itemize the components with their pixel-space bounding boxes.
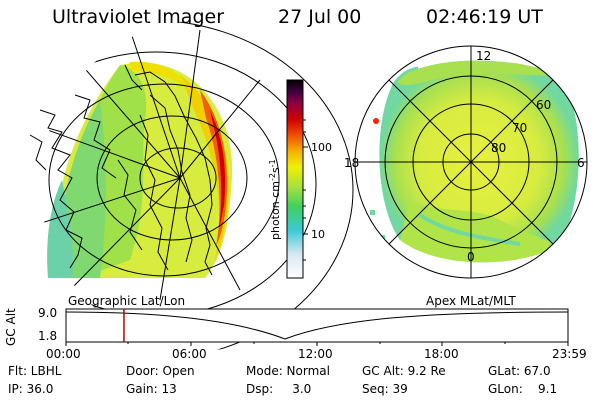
coastlines <box>29 64 213 276</box>
colorbar: 100 10 photon cm-2s-1 <box>268 79 332 279</box>
time-tick-0600: 06:00 <box>172 347 207 361</box>
info-glat: GLat: 67.0 <box>488 364 551 378</box>
timeline-ticks <box>65 342 569 346</box>
colorbar-tick-10: 10 <box>311 228 325 241</box>
time-tick-2359: 23:59 <box>552 347 587 361</box>
time-tick-1800: 18:00 <box>424 347 459 361</box>
geographic-label: Geographic Lat/Lon <box>68 294 186 308</box>
time-tick-0000: 00:00 <box>46 347 81 361</box>
latlon-grid <box>40 20 354 350</box>
instrument-title: Ultraviolet Imager <box>52 6 225 28</box>
info-seq: Seq: 39 <box>362 382 408 396</box>
mlat-mlt-grid <box>354 45 588 279</box>
gc-alt-tick-max: 9.0 <box>38 306 58 320</box>
gc-alt-axis-label: GC Alt <box>4 308 18 346</box>
polar-plot: 12 18 6 0 60 70 80 <box>344 45 588 279</box>
colorbar-tick-100: 100 <box>311 141 332 154</box>
mlt-label-12: 12 <box>476 49 491 63</box>
image-time: 02:46:19 UT <box>426 6 543 28</box>
geographic-map <box>29 20 354 350</box>
info-gc-alt: GC Alt: 9.2 Re <box>362 364 446 378</box>
info-mode: Mode: Normal <box>246 364 330 378</box>
apex-label: Apex MLat/MLT <box>426 294 516 308</box>
mlt-label-0: 0 <box>467 250 475 264</box>
colorbar-unit-label: photon cm-2s-1 <box>268 159 282 240</box>
mlat-label-80: 80 <box>491 141 506 155</box>
mlt-label-6: 6 <box>577 156 585 170</box>
info-gain: Gain: 13 <box>126 382 177 396</box>
polar-labels: 12 18 6 0 60 70 80 <box>344 49 585 264</box>
info-ip: IP: 36.0 <box>8 382 54 396</box>
mlat-label-70: 70 <box>512 121 527 135</box>
mlt-label-18: 18 <box>344 156 359 170</box>
info-door: Door: Open <box>126 364 195 378</box>
gc-alt-tick-min: 1.8 <box>38 329 58 343</box>
info-dsp: Dsp: 3.0 <box>246 382 312 396</box>
altitude-curve <box>65 311 569 340</box>
altitude-timeline <box>65 308 569 346</box>
colorbar-scale <box>286 79 304 279</box>
mlat-label-60: 60 <box>536 98 551 112</box>
time-tick-1200: 12:00 <box>298 347 333 361</box>
info-filter: Flt: LBHL <box>8 364 62 378</box>
info-glon: GLon: 9.1 <box>488 382 558 396</box>
image-date: 27 Jul 00 <box>278 6 362 28</box>
